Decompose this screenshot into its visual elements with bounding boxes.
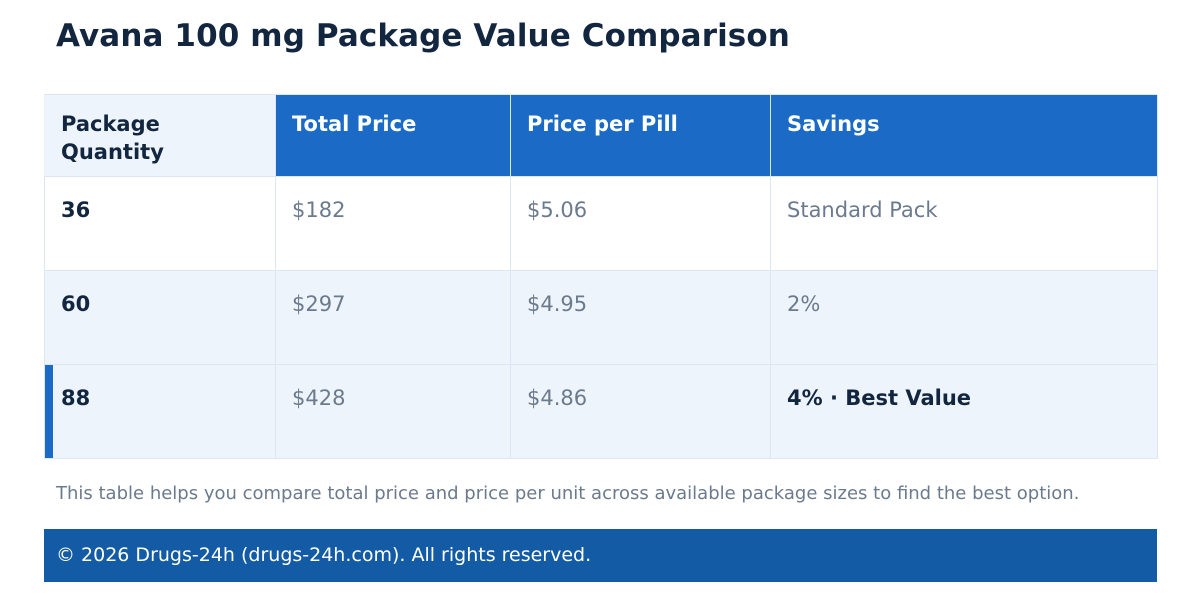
cell-total-price: $297 — [275, 270, 511, 365]
cell-total-price: $182 — [275, 176, 511, 271]
cell-savings-best-value: 4% · Best Value — [770, 364, 1158, 459]
page-title: Avana 100 mg Package Value Comparison — [56, 18, 790, 54]
header-package-quantity: Package Quantity — [44, 94, 276, 177]
cell-quantity: 60 — [44, 270, 276, 365]
cell-total-price: $428 — [275, 364, 511, 459]
cell-savings: Standard Pack — [770, 176, 1158, 271]
cell-savings: 2% — [770, 270, 1158, 365]
table-header-row: Package Quantity Total Price Price per P… — [44, 94, 1158, 177]
comparison-table: Package Quantity Total Price Price per P… — [44, 94, 1158, 459]
cell-price-per-pill: $4.95 — [510, 270, 771, 365]
copyright-text: © 2026 Drugs-24h (drugs-24h.com). All ri… — [56, 544, 592, 566]
footer: © 2026 Drugs-24h (drugs-24h.com). All ri… — [44, 529, 1157, 582]
cell-quantity: 88 — [44, 364, 276, 459]
header-price-per-pill: Price per Pill — [510, 94, 771, 177]
cell-quantity: 36 — [44, 176, 276, 271]
cell-price-per-pill: $4.86 — [510, 364, 771, 459]
header-total-price: Total Price — [275, 94, 511, 177]
cell-price-per-pill: $5.06 — [510, 176, 771, 271]
table-row-best-value: 88 $428 $4.86 4% · Best Value — [44, 364, 1158, 459]
table-row: 60 $297 $4.95 2% — [44, 270, 1158, 365]
table-row: 36 $182 $5.06 Standard Pack — [44, 176, 1158, 271]
header-savings: Savings — [770, 94, 1158, 177]
table-description: This table helps you compare total price… — [56, 483, 1080, 504]
